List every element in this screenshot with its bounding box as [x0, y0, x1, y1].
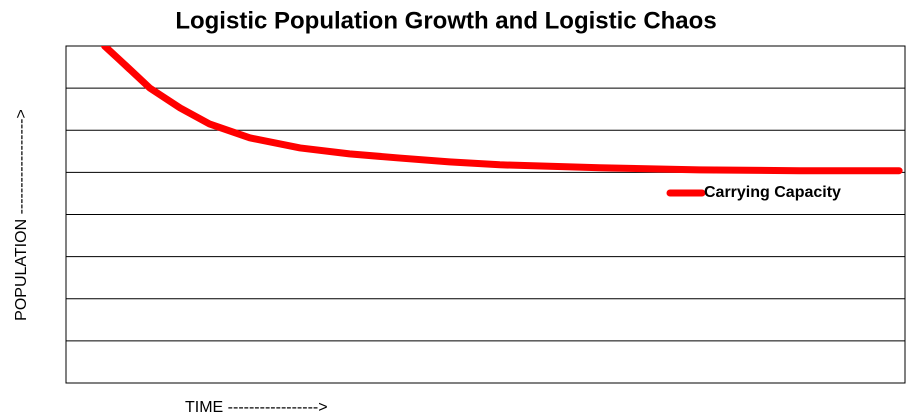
legend-label: Carrying Capacity	[704, 184, 841, 201]
chart-title: Logistic Population Growth and Logistic …	[175, 7, 716, 34]
y-axis-label: POPULATION ------------------>	[13, 109, 30, 321]
data-line	[101, 46, 903, 175]
plot-border	[65, 45, 906, 384]
x-axis-label: TIME ----------------->	[185, 399, 328, 415]
